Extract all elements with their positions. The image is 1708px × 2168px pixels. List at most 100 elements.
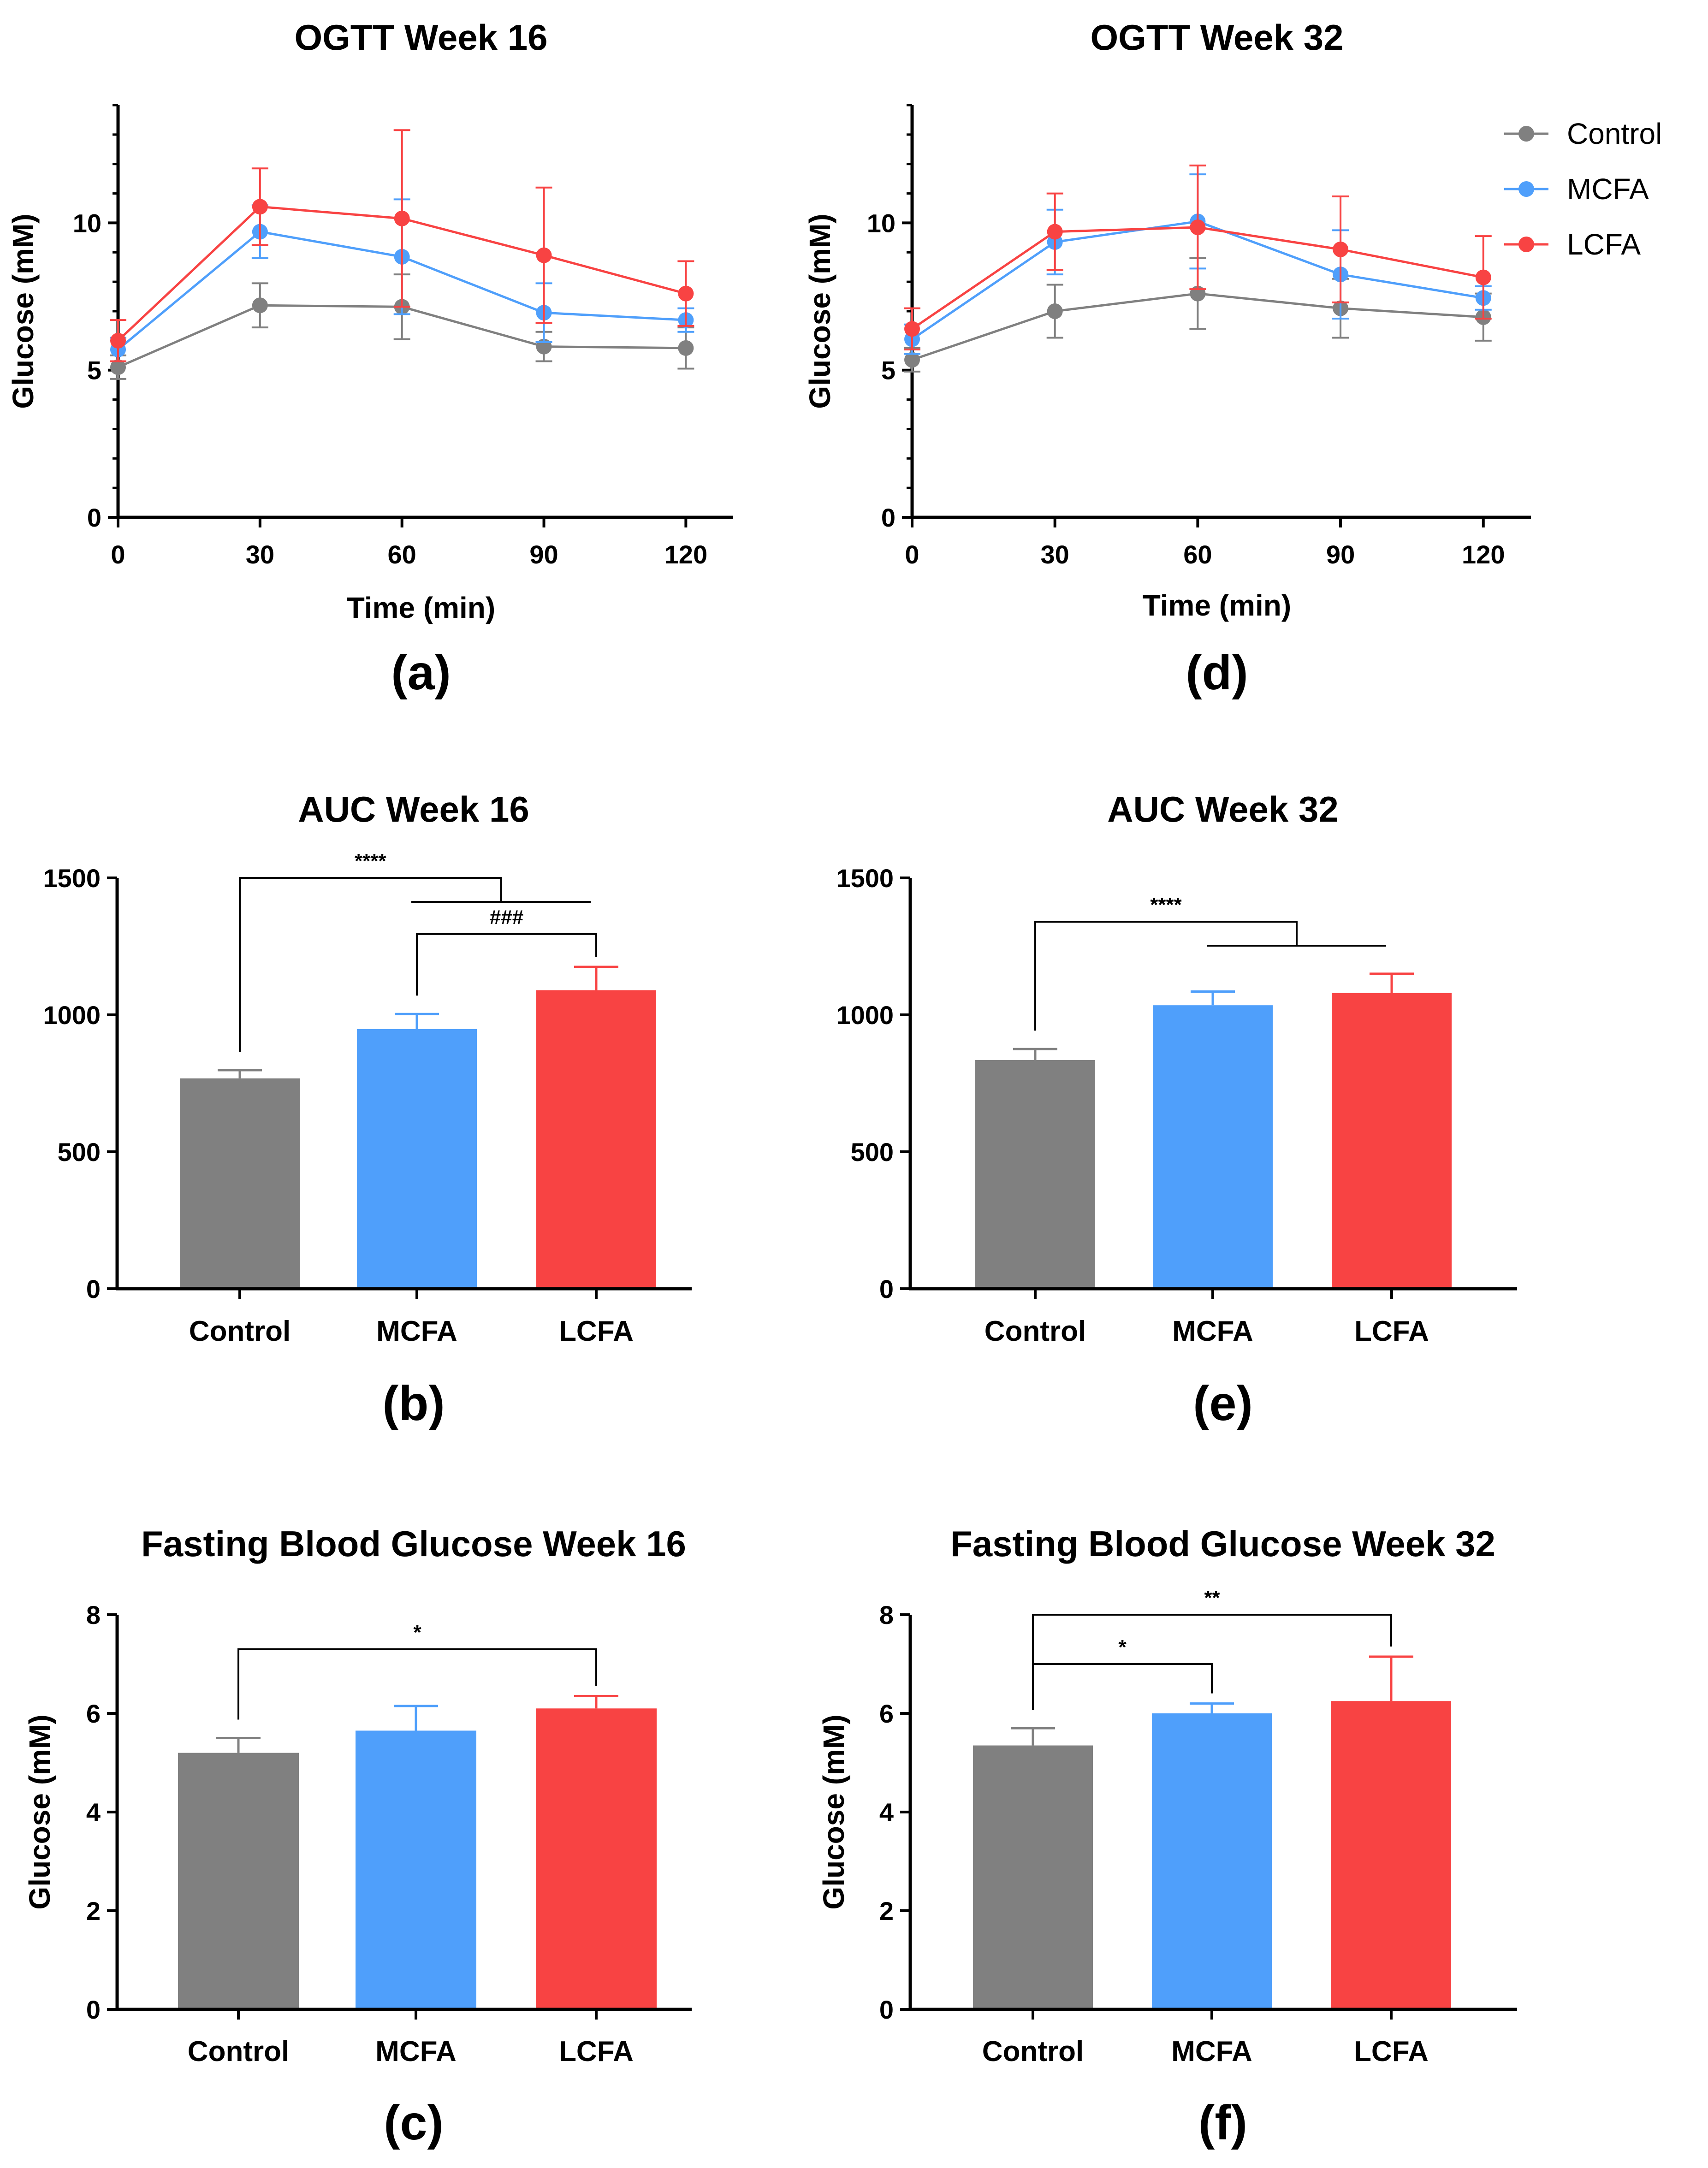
panel-label: (b) bbox=[382, 1376, 445, 1431]
significance-label: ** bbox=[1204, 1587, 1220, 1609]
significance-label: ### bbox=[490, 906, 523, 929]
panel-label: (d) bbox=[1186, 646, 1248, 700]
data-point bbox=[678, 285, 694, 302]
bar-lcfa bbox=[1332, 993, 1452, 1289]
legend-marker bbox=[1518, 126, 1534, 142]
y-tick-label: 1000 bbox=[836, 1001, 894, 1030]
chart-title: AUC Week 16 bbox=[298, 789, 529, 829]
x-tick-label: 90 bbox=[1326, 540, 1355, 569]
y-tick-label: 1000 bbox=[43, 1001, 101, 1030]
bracket-line bbox=[239, 877, 502, 1052]
category-label: MCFA bbox=[1171, 2036, 1252, 2067]
legend-marker bbox=[1518, 181, 1534, 197]
bar-control bbox=[973, 1745, 1093, 2009]
x-axis-label: Time (min) bbox=[347, 591, 495, 624]
data-point bbox=[904, 321, 920, 337]
category-label: MCFA bbox=[1172, 1315, 1253, 1347]
y-tick-label: 500 bbox=[851, 1137, 894, 1167]
y-tick-label: 10 bbox=[867, 208, 896, 237]
significance-bracket: **** bbox=[1034, 894, 1386, 1031]
chart-b: Control MCFA LCFA 0 500 1000 1500 AUC Week 16 (b… bbox=[43, 789, 692, 1431]
data-point bbox=[1190, 219, 1206, 236]
data-point bbox=[1047, 224, 1063, 240]
chart-title: OGTT Week 32 bbox=[1090, 17, 1343, 58]
y-tick-label: 0 bbox=[881, 503, 896, 532]
y-tick-label: 500 bbox=[58, 1137, 101, 1167]
y-tick-label: 2 bbox=[879, 1896, 894, 1925]
y-tick-label: 10 bbox=[73, 208, 101, 237]
y-tick-label: 0 bbox=[879, 1995, 894, 2024]
x-tick-label: 0 bbox=[905, 540, 919, 569]
data-point bbox=[252, 199, 268, 215]
legend-label: LCFA bbox=[1567, 228, 1641, 261]
bracket-line bbox=[1032, 1663, 1213, 1710]
y-tick-label: 0 bbox=[879, 1274, 894, 1303]
significance-label: * bbox=[1118, 1636, 1127, 1659]
significance-label: **** bbox=[355, 850, 386, 872]
data-point bbox=[1333, 241, 1349, 257]
chart-title: Fasting Blood Glucose Week 32 bbox=[950, 1523, 1495, 1564]
chart-title: Fasting Blood Glucose Week 16 bbox=[141, 1523, 686, 1564]
legend-label: MCFA bbox=[1567, 172, 1649, 206]
category-label: LCFA bbox=[559, 1315, 634, 1347]
data-point bbox=[536, 247, 552, 263]
y-axis-label: Glucose (mM) bbox=[817, 1714, 850, 1909]
significance-label: * bbox=[413, 1621, 421, 1644]
panel-label: (a) bbox=[391, 646, 451, 700]
y-tick-label: 8 bbox=[86, 1600, 101, 1629]
chart-f: Control MCFA LCFA 0 2 4 6 8 Fasting Blood Glucos… bbox=[817, 1523, 1517, 2150]
y-tick-label: 0 bbox=[86, 1274, 101, 1303]
legend-label: Control bbox=[1567, 117, 1662, 150]
bar-control bbox=[180, 1078, 300, 1289]
chart-title: AUC Week 32 bbox=[1107, 789, 1338, 829]
bar-lcfa bbox=[536, 1708, 657, 2009]
data-point bbox=[1047, 303, 1063, 319]
category-label: MCFA bbox=[376, 1315, 457, 1347]
significance-label: **** bbox=[1150, 894, 1182, 916]
y-axis-label: Glucose (mM) bbox=[803, 213, 836, 409]
series-lcfa bbox=[110, 129, 694, 362]
data-point bbox=[904, 352, 920, 368]
panel-label: (f) bbox=[1198, 2096, 1247, 2150]
bar-mcfa bbox=[357, 1029, 477, 1289]
data-point bbox=[1475, 269, 1491, 285]
category-label: LCFA bbox=[1354, 2036, 1429, 2067]
category-label: Control bbox=[982, 2036, 1084, 2067]
chart-a: 0 5 10 OGTT Week 16 (a) Glucose (mM) 0 30 60 90 12… bbox=[6, 17, 733, 700]
chart-d: 0 5 10 OGTT Week 32 (d) Glucose (mM) 0 30 60 90 12… bbox=[803, 17, 1531, 700]
data-point bbox=[252, 297, 268, 314]
data-point bbox=[110, 332, 126, 349]
chart-e: Control MCFA LCFA 0 500 1000 1500 AUC Week 32 (e… bbox=[836, 789, 1517, 1431]
category-label: Control bbox=[189, 1315, 291, 1347]
bracket-line bbox=[237, 1648, 597, 1720]
category-label: Control bbox=[188, 2036, 289, 2067]
legend-item-mcfa: MCFA bbox=[1504, 172, 1649, 206]
bar-lcfa bbox=[1331, 1701, 1451, 2009]
y-tick-label: 4 bbox=[86, 1798, 101, 1827]
panel-label: (e) bbox=[1193, 1376, 1253, 1431]
y-tick-label: 1500 bbox=[836, 864, 894, 893]
y-tick-label: 0 bbox=[86, 1995, 101, 2024]
significance-bracket: * bbox=[1032, 1636, 1213, 1710]
y-tick-label: 6 bbox=[879, 1699, 894, 1728]
category-label: LCFA bbox=[1354, 1315, 1429, 1347]
chart-title: OGTT Week 16 bbox=[294, 17, 547, 58]
y-tick-label: 5 bbox=[87, 356, 101, 385]
x-tick-label: 120 bbox=[664, 540, 707, 569]
x-tick-label: 30 bbox=[1041, 540, 1069, 569]
x-tick-label: 120 bbox=[1462, 540, 1505, 569]
y-tick-label: 6 bbox=[86, 1699, 101, 1728]
legend: Control MCFA LCFA bbox=[1504, 117, 1662, 261]
chart-c: Control MCFA LCFA 0 2 4 6 8 Fasting Blood Glucos… bbox=[23, 1523, 692, 2150]
bracket-line bbox=[1034, 921, 1298, 1031]
legend-item-control: Control bbox=[1504, 117, 1662, 150]
data-point bbox=[678, 340, 694, 356]
bracket-line bbox=[416, 933, 597, 996]
x-tick-label: 30 bbox=[246, 540, 274, 569]
y-tick-label: 4 bbox=[879, 1798, 894, 1827]
x-tick-label: 90 bbox=[529, 540, 558, 569]
data-point bbox=[110, 359, 126, 375]
significance-bracket: ** bbox=[1032, 1587, 1392, 1710]
